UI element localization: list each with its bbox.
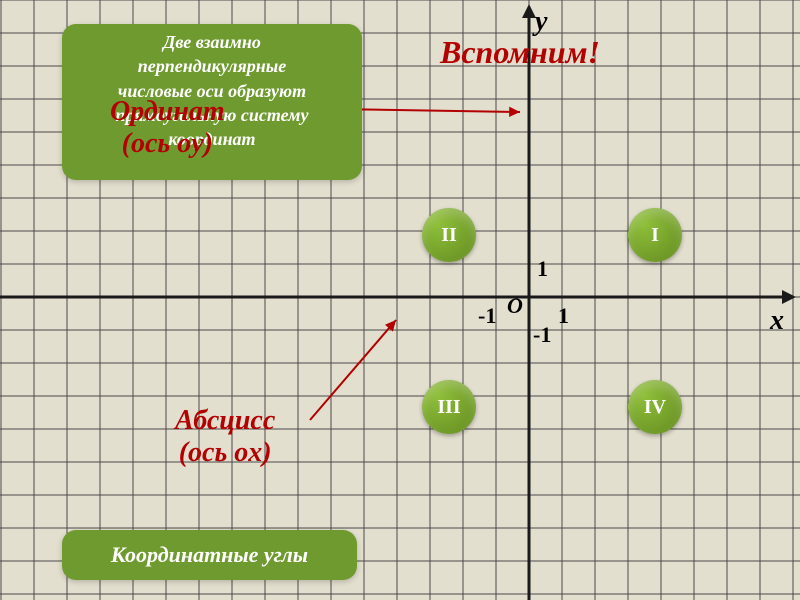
abscissa-label: Абсцисс(ось оx) <box>175 405 275 469</box>
tick-pos-y: 1 <box>537 256 548 282</box>
coordinate-angles-callout: Координатные углы <box>62 530 357 580</box>
definition-callout-line: Две взаимно <box>72 30 352 54</box>
quadrant-marker-iv: IV <box>628 380 682 434</box>
coordinate-angles-label: Координатные углы <box>111 542 308 568</box>
ordinate-label-line2: (ось оy) <box>110 128 225 160</box>
definition-callout-line: перпендикулярные <box>72 54 352 78</box>
ordinate-label: Ординат(ось оy) <box>110 96 225 160</box>
quadrant-marker-iii: III <box>422 380 476 434</box>
tick-pos-x: 1 <box>558 303 569 329</box>
abscissa-label-line1: Абсцисс <box>175 405 275 437</box>
abscissa-label-line2: (ось оx) <box>175 437 275 469</box>
ordinate-label-line1: Ординат <box>110 96 225 128</box>
quadrant-marker-label: I <box>651 224 659 247</box>
quadrant-marker-label: II <box>441 224 457 247</box>
remember-label: Вспомним! <box>440 34 600 71</box>
quadrant-marker-ii: II <box>422 208 476 262</box>
quadrant-marker-i: I <box>628 208 682 262</box>
origin-label: O <box>507 293 523 319</box>
tick-neg-y: -1 <box>533 322 551 348</box>
quadrant-marker-label: IV <box>644 396 666 419</box>
tick-neg-x: -1 <box>478 303 496 329</box>
x-axis-label: x <box>770 305 784 337</box>
quadrant-marker-label: III <box>437 396 460 419</box>
